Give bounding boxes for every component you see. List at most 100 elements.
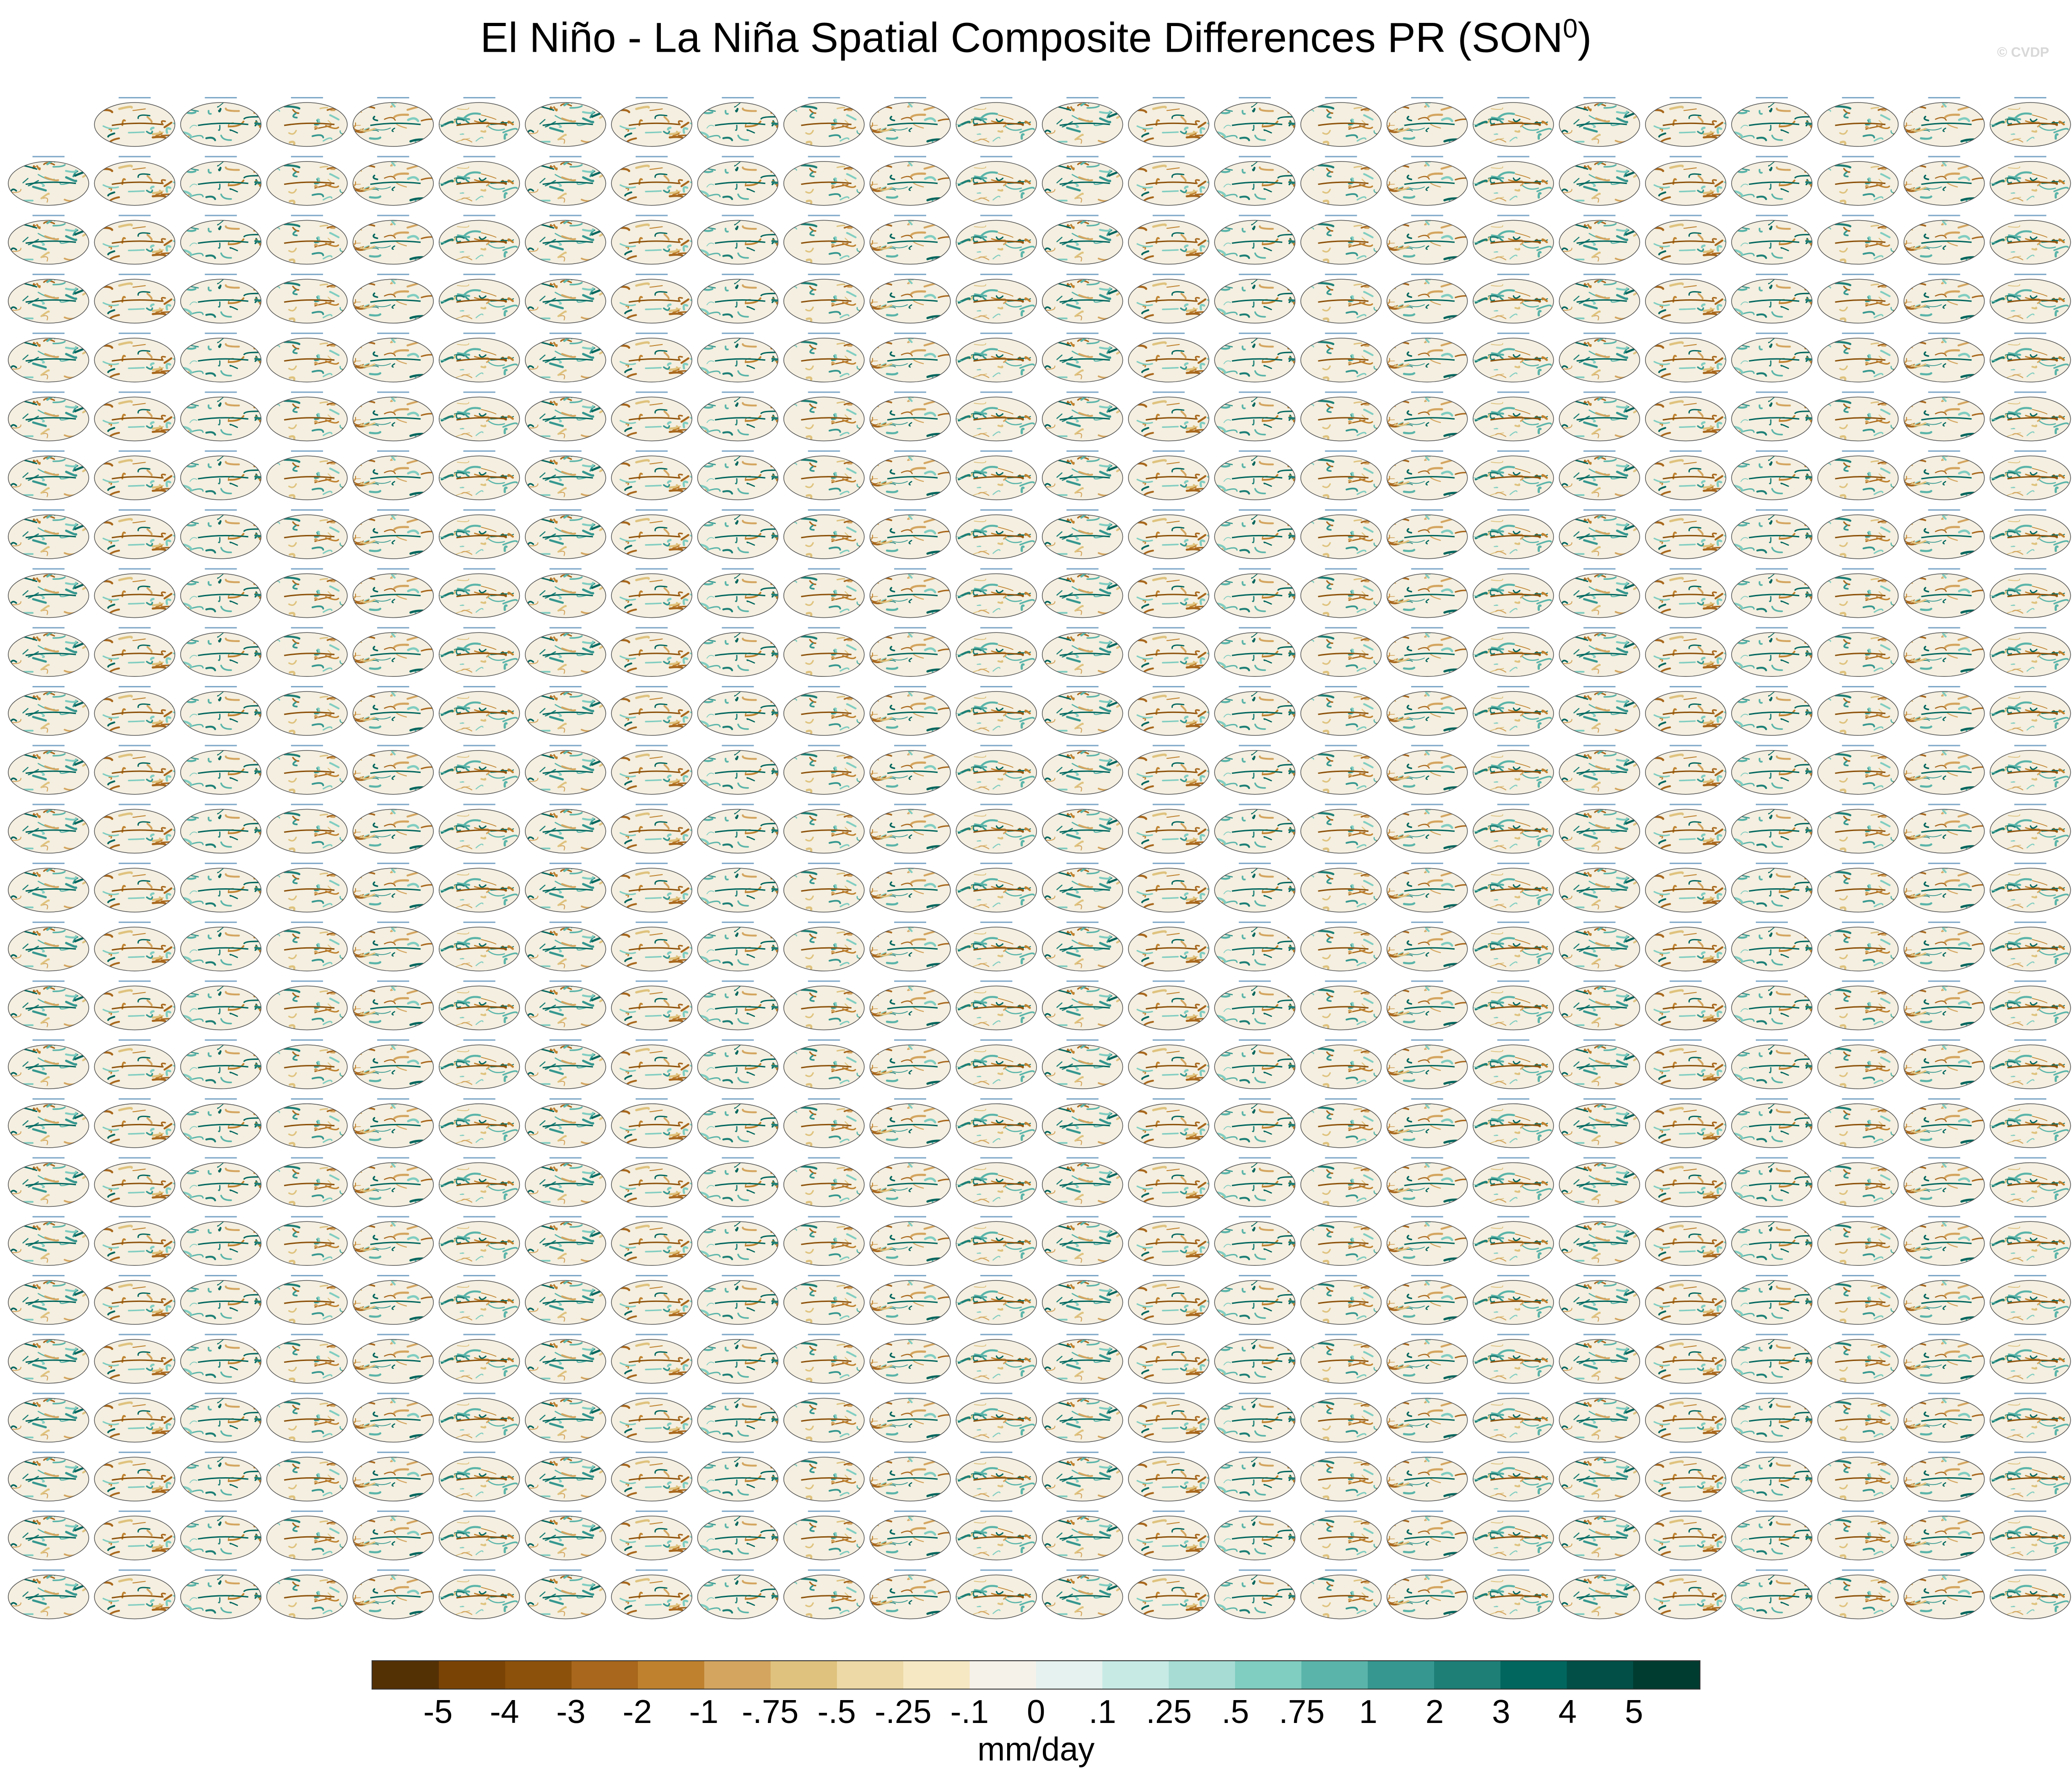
map-panel <box>266 691 357 735</box>
map-panel <box>604 1457 699 1501</box>
map-panel <box>338 514 436 559</box>
map-panel-caption <box>1497 1216 1530 1218</box>
map-panel-caption <box>1497 1098 1530 1100</box>
map-panel-caption <box>1669 1275 1702 1276</box>
map-panel <box>87 691 182 735</box>
colorbar-labels: -5 -4 -3 -2 -1 -.75 -.5 -.25 -.1 0 .1 .25 .5 .75 1 2 3 4 5 <box>372 1693 1700 1730</box>
map-panel <box>266 1457 357 1501</box>
map-panel-caption <box>1239 1393 1271 1394</box>
map-panel <box>1544 1162 1640 1207</box>
map-panel <box>1300 1162 1392 1206</box>
colorbar-swatch <box>970 1661 1036 1689</box>
map-panel-caption <box>808 332 840 334</box>
map-panel-caption <box>32 1452 65 1453</box>
map-panel-caption <box>722 568 754 570</box>
map-panel <box>338 867 436 912</box>
map-panel-caption <box>1928 215 1960 216</box>
map-panel <box>1372 1280 1470 1324</box>
map-panel <box>1300 455 1392 500</box>
map-panel-caption <box>636 97 668 98</box>
map-panel-caption <box>980 1098 1013 1100</box>
map-panel <box>688 691 788 735</box>
map-panel-caption <box>2014 450 2046 452</box>
map-panel <box>1722 986 1821 1030</box>
map-panel-caption <box>119 804 151 805</box>
map-panel <box>1468 1339 1554 1383</box>
map-panel <box>783 1574 874 1619</box>
map-panel <box>1722 632 1821 676</box>
map-panel-caption <box>808 1216 840 1218</box>
map-panel-caption <box>32 450 65 452</box>
map-panel-caption <box>1066 274 1099 275</box>
map-panel-caption <box>722 1569 754 1571</box>
map-panel <box>688 1045 788 1089</box>
map-panel-caption <box>463 686 496 687</box>
map-panel-caption <box>1842 1098 1874 1100</box>
map-panel-caption <box>1497 391 1530 393</box>
map-panel <box>1638 751 1732 794</box>
map-panel <box>510 1398 606 1442</box>
map-panel <box>0 220 89 265</box>
map-panel <box>783 1516 874 1560</box>
map-panel <box>433 162 519 205</box>
map-panel-caption <box>463 1039 496 1041</box>
map-panel <box>604 1398 699 1442</box>
map-panel <box>87 338 182 382</box>
map-panel-caption <box>1325 1275 1357 1276</box>
map-panel <box>1638 809 1732 853</box>
map-panel <box>604 1221 699 1265</box>
map-panel <box>1300 514 1392 559</box>
map-panel <box>1027 161 1123 205</box>
map-panel-caption <box>119 1393 151 1394</box>
map-panel-caption <box>722 1393 754 1394</box>
map-panel-caption <box>636 1157 668 1159</box>
map-panel <box>1372 455 1470 500</box>
map-panel <box>266 1339 357 1383</box>
map-panel <box>688 868 788 912</box>
map-panel <box>0 691 89 735</box>
map-panel-caption <box>463 627 496 629</box>
map-panel-caption <box>1152 391 1185 393</box>
map-panel <box>87 574 182 618</box>
map-panel-caption <box>463 980 496 982</box>
map-panel-caption <box>1928 1393 1960 1394</box>
map-panel <box>338 337 436 382</box>
map-panel-caption <box>2014 509 2046 511</box>
title-superscript: 0 <box>1563 14 1578 43</box>
map-panel <box>1722 162 1821 205</box>
map-panel <box>0 1044 89 1089</box>
map-panel-caption <box>1756 509 1788 511</box>
map-panel-caption <box>1066 1334 1099 1335</box>
map-panel-caption <box>291 1510 323 1512</box>
map-panel <box>1985 1221 2071 1265</box>
map-panel <box>87 1104 182 1148</box>
map-panel-caption <box>32 1393 65 1394</box>
map-panel-caption <box>1756 921 1788 923</box>
map-panel-caption <box>722 1157 754 1159</box>
map-panel-caption <box>549 980 582 982</box>
map-panel <box>171 220 270 264</box>
map-panel-caption <box>636 1334 668 1335</box>
map-panel-caption <box>722 509 754 511</box>
map-panel-caption <box>1411 1157 1443 1159</box>
map-panel-caption <box>1928 1157 1960 1159</box>
map-panel <box>266 1103 357 1148</box>
map-panel-caption <box>1669 1334 1702 1335</box>
map-panel-caption <box>980 332 1013 334</box>
map-panel <box>171 338 270 382</box>
map-panel <box>87 1398 182 1442</box>
map-panel-caption <box>636 274 668 275</box>
map-panel-caption <box>1239 1039 1271 1041</box>
colorbar-swatch <box>1633 1661 1700 1689</box>
map-panel-caption <box>1842 1569 1874 1571</box>
map-panel <box>1722 1339 1821 1383</box>
map-panel <box>87 515 182 559</box>
map-panel <box>433 1516 519 1560</box>
map-panel-caption <box>549 156 582 157</box>
map-panel <box>1468 868 1554 912</box>
map-panel <box>1121 691 1215 735</box>
map-panel <box>338 691 436 735</box>
map-panel-caption <box>205 1334 237 1335</box>
map-panel <box>1544 1398 1640 1442</box>
colorbar-swatch <box>505 1661 572 1689</box>
